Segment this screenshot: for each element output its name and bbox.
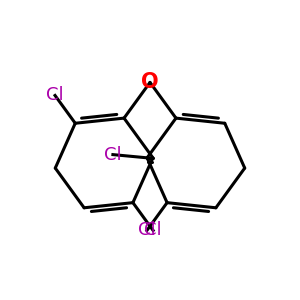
- Text: Cl: Cl: [138, 221, 156, 239]
- Text: Cl: Cl: [46, 86, 64, 104]
- Text: Cl: Cl: [144, 221, 162, 239]
- Text: Cl: Cl: [104, 146, 122, 164]
- Text: O: O: [141, 72, 159, 92]
